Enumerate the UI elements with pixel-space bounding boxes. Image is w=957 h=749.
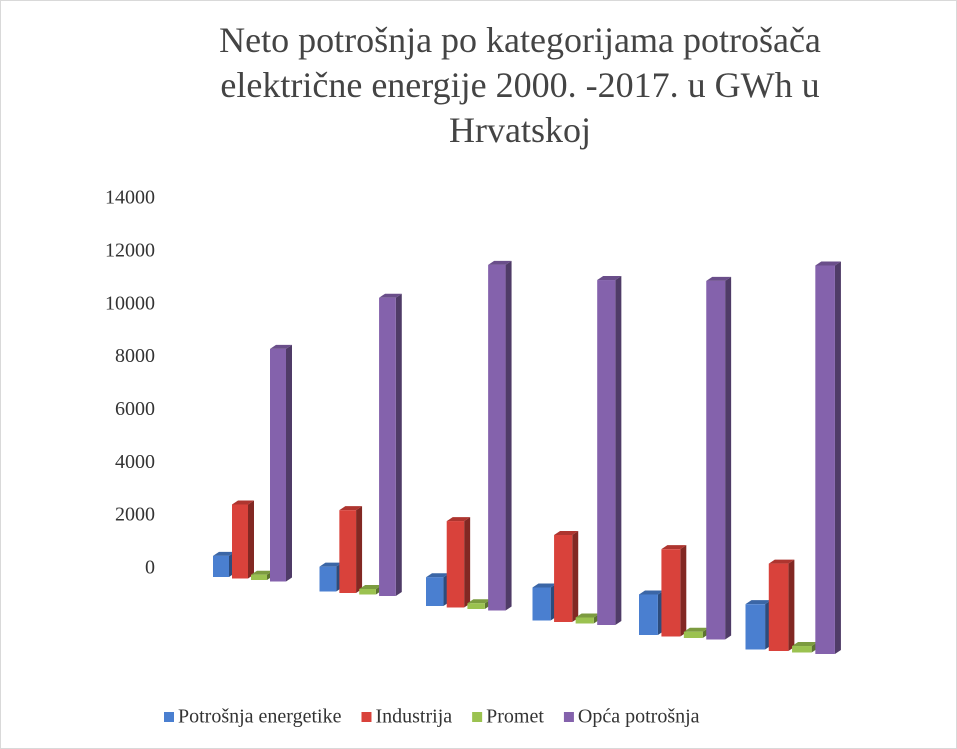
y-tick-label: 0 (145, 557, 155, 579)
bar (232, 504, 248, 579)
bar-side (725, 276, 732, 640)
bar-top (426, 573, 450, 578)
bar (768, 563, 789, 651)
bar (446, 521, 465, 608)
y-tick-label: 8000 (115, 345, 155, 367)
bar (339, 510, 357, 593)
bar-top (467, 599, 491, 604)
bar-top (815, 261, 841, 266)
bar-top (379, 293, 402, 298)
legend-swatch (361, 712, 372, 722)
bar-side (788, 559, 795, 651)
bar-top (232, 500, 254, 505)
bar-top (597, 276, 622, 281)
bar-top (319, 562, 343, 567)
bar-side (680, 545, 687, 637)
legend-label: Potrošnja energetike (178, 706, 342, 728)
bar (467, 603, 485, 609)
bar (319, 566, 337, 592)
bar-side (286, 344, 292, 582)
bar (554, 535, 573, 622)
bar (745, 604, 766, 650)
bar-side (834, 261, 841, 654)
bar-side (356, 506, 363, 593)
legend-swatch (563, 712, 574, 722)
bar-side (464, 517, 471, 608)
y-tick-label: 4000 (115, 451, 155, 473)
bar-side (395, 293, 402, 596)
bar-top (532, 583, 557, 588)
bar-side (615, 276, 622, 625)
bar (270, 348, 286, 582)
y-tick-label: 6000 (115, 398, 155, 420)
bar (661, 549, 681, 637)
bar (792, 646, 812, 653)
bar (706, 280, 726, 640)
bar-top (575, 613, 600, 618)
bar-top (661, 545, 687, 550)
bar-top (488, 260, 512, 265)
bar (815, 265, 835, 654)
bar (639, 594, 658, 635)
bar-top (270, 344, 292, 349)
legend-label: Industrija (375, 706, 452, 728)
bar-top (359, 584, 382, 589)
bar-side (572, 531, 579, 622)
bar (359, 588, 376, 595)
bar-top (213, 551, 235, 556)
legend-swatch (164, 712, 174, 722)
legend-swatch (472, 712, 483, 722)
bar-top (792, 642, 818, 647)
bar-top (639, 590, 664, 595)
chart-title: Neto potrošnja po kategorijama potrošača… (219, 20, 821, 150)
bar (426, 577, 444, 606)
bar-top (339, 506, 363, 511)
bar (379, 297, 396, 596)
bar-side (248, 500, 254, 579)
y-tick-label: 10000 (105, 292, 155, 314)
bar (213, 555, 229, 577)
y-tick-label: 2000 (115, 504, 155, 526)
bar (532, 587, 551, 621)
bar-top (745, 600, 772, 605)
bar (575, 617, 594, 624)
bar-side (505, 260, 512, 611)
bar (488, 264, 506, 611)
bar-top (683, 627, 709, 632)
bar-top (554, 531, 579, 536)
legend-label: Opća potrošnja (578, 706, 700, 728)
bar (251, 574, 267, 580)
bar-top (768, 559, 795, 564)
bar (597, 280, 616, 625)
legend-label: Promet (486, 706, 544, 728)
y-tick-label: 14000 (105, 187, 155, 209)
bar (683, 631, 703, 638)
bar-top (251, 570, 273, 575)
y-tick-label: 12000 (105, 239, 155, 261)
bar-top (446, 517, 471, 522)
bar-top (706, 276, 732, 281)
